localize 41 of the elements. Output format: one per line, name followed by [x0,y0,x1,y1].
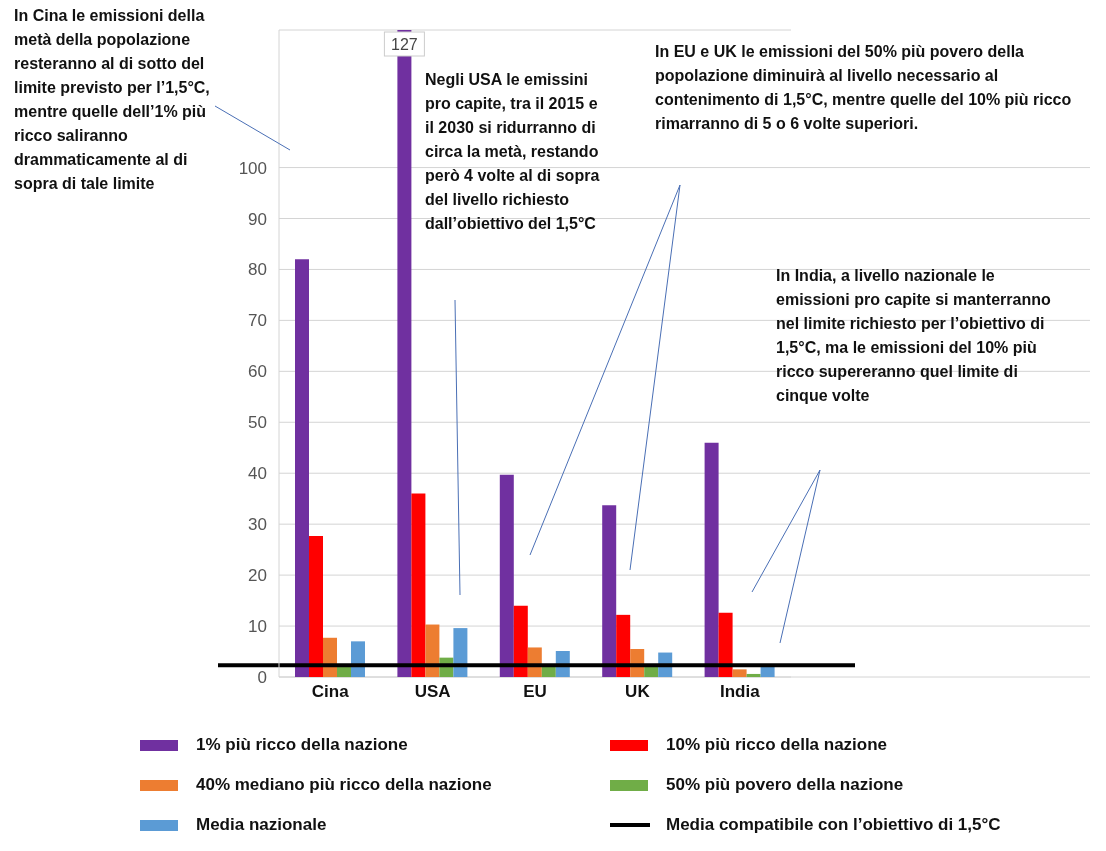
y-tick-label: 0 [257,668,267,688]
legend-label: 50% più povero della nazione [666,775,904,795]
x-tick-label: USA [414,682,451,702]
x-tick-label: India [719,682,761,702]
annotation: Negli USA le emissini pro capite, tra il 2015 e il 2030 si ridurranno di circa la metà, restando però 4 volte al di sopra del livello richiesto dall’obiettivo del 1,5°C [425,70,601,234]
bar [309,535,323,677]
legend-label: 10% più ricco della nazione [666,735,888,755]
annotation: In India, a livello nazionale le emissioni pro capite si manterranno nel limite richiesto per l’obiettivo di 1,5°C, ma le emissioni del 10% più ricco supereranno quel limite di cinque volte [776,266,1052,406]
data-label: 127 [391,36,418,53]
y-tick-label: 50 [248,413,267,433]
y-tick-label: 20 [248,566,267,586]
bar [513,605,528,677]
x-tick-label: UK [625,682,651,702]
bar [718,612,733,677]
annotation: In EU e UK le emissioni del 50% più povero della popolazione diminuirà al livello necessario al contenimento di 1,5°C, mentre quelle del 10% più ricco rimarranno di 5 o 6 volte superiori. [655,42,1073,134]
y-tick-label: 90 [248,209,267,229]
legend-label: Media compatibile con l’obiettivo di 1,5°C [666,815,1001,835]
bar [453,628,468,677]
bar [616,614,631,677]
bar [704,442,719,677]
legend-label: Media nazionale [196,815,327,835]
legend-label: 1% più ricco della nazione [196,735,408,755]
bar [425,624,440,677]
bar [295,259,309,677]
y-tick-label: 70 [248,311,267,331]
bar [411,493,426,677]
text: In Cina le emissioni della metà della popolazione resteranno al di sotto del limite previsto per l’1,5°C, mentre quelle dell’1% più ricco saliranno drammaticamente al di sopra di tale limite [14,6,211,194]
y-tick-label: 30 [248,515,267,535]
x-tick-label: Cina [311,682,350,702]
bar [337,666,351,677]
bar [499,474,514,677]
y-tick-label: 60 [248,362,267,382]
y-tick-label: 40 [248,464,267,484]
y-tick-label: 10 [248,617,267,637]
bar [732,669,747,677]
y-tick-label: 100 [238,158,267,178]
bar [746,673,761,677]
x-tick-label: EU [523,682,547,702]
legend-label: 40% mediano più ricco della nazione [196,775,492,795]
bar [602,505,617,677]
y-tick-label: 80 [248,260,267,280]
